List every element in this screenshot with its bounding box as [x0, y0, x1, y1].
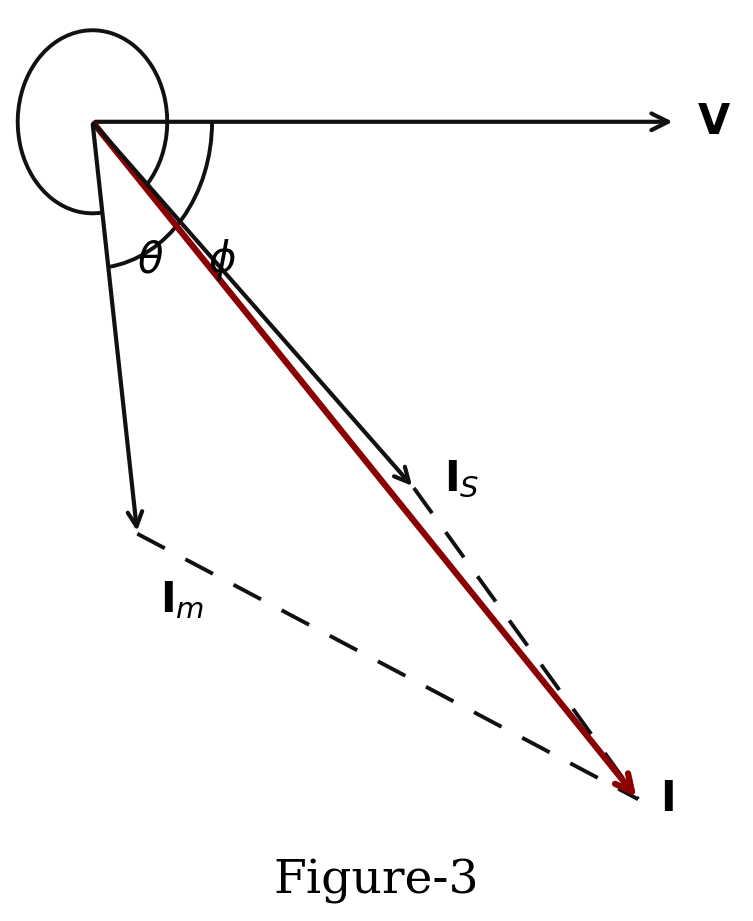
Text: V: V: [698, 100, 730, 143]
Text: $\phi$: $\phi$: [208, 238, 236, 284]
Text: I: I: [660, 778, 676, 821]
Text: $\theta$: $\theta$: [138, 239, 164, 281]
Text: I$_m$: I$_m$: [160, 579, 204, 622]
Text: Figure-3: Figure-3: [273, 859, 480, 904]
Text: I$_S$: I$_S$: [444, 458, 479, 500]
